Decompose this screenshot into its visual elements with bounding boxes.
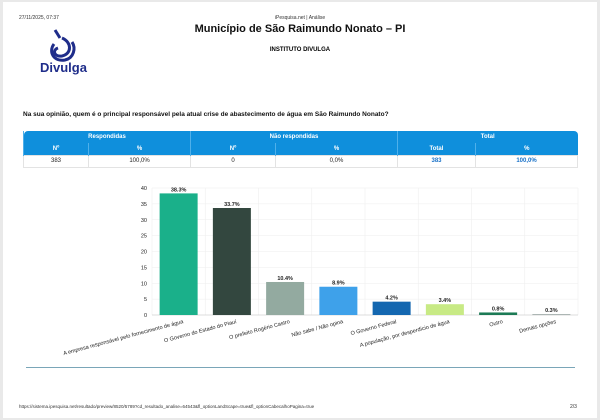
- bar: [319, 286, 358, 315]
- page-title: Município de São Raimundo Nonato – PI: [194, 23, 406, 35]
- divider: [26, 367, 575, 368]
- x-tick-label: O prefeito Rogério Castro: [229, 319, 291, 341]
- y-tick-label: 0: [144, 313, 147, 319]
- x-tick-label: Demais opções: [519, 319, 557, 335]
- summary-table: Respondidas Não respondidas Total Nº% Nº% To…: [23, 131, 578, 168]
- cell: 383: [23, 154, 89, 168]
- x-tick-label: A população, por desperdício de água: [359, 319, 451, 349]
- col-header: %: [275, 143, 398, 155]
- question: Na sua opinião, quem é o principal respo…: [23, 111, 389, 118]
- data-label: 38.3%: [171, 187, 187, 193]
- col-header: %: [88, 143, 191, 155]
- data-label: 10.4%: [277, 276, 293, 282]
- y-tick-label: 30: [141, 218, 147, 224]
- y-tick-label: 40: [141, 186, 147, 192]
- col-header: Total: [397, 143, 476, 155]
- col-header: Nº: [23, 143, 89, 155]
- y-tick-label: 15: [141, 265, 147, 271]
- footer-url: https://sistema.ipesquisa.net/resultado/…: [19, 404, 315, 409]
- logo-text: Divulga: [40, 60, 87, 75]
- subtitle: INSTITUTO DIVULGA: [269, 47, 331, 53]
- bar: [212, 208, 251, 315]
- group-nao-respondidas: Não respondidas: [190, 131, 398, 143]
- y-tick-label: 20: [141, 250, 147, 256]
- cell: 100,0%: [475, 154, 578, 168]
- data-label: 33.7%: [224, 202, 240, 208]
- data-label: 0.3%: [545, 308, 558, 314]
- y-tick-label: 25: [141, 234, 147, 240]
- bar: [425, 304, 464, 315]
- y-tick-label: 10: [141, 281, 147, 287]
- bar: [159, 193, 198, 315]
- data-label: 3.4%: [439, 298, 452, 304]
- bar: [372, 301, 411, 315]
- col-header: Nº: [190, 143, 276, 155]
- data-label: 8.9%: [332, 281, 345, 287]
- cell: 383: [397, 154, 476, 168]
- x-tick-label: Outro: [489, 319, 504, 328]
- group-total: Total: [397, 131, 578, 143]
- bar: [479, 312, 518, 315]
- col-header: %: [475, 143, 578, 155]
- table-row: 383 100,0% 0 0,0% 383 100,0%: [23, 154, 578, 168]
- logo: Divulga: [38, 26, 98, 78]
- y-tick-label: 35: [141, 202, 147, 208]
- logo-icon: [50, 29, 76, 62]
- page-number: 2/3: [570, 404, 577, 410]
- bar: [266, 281, 305, 315]
- report-page: [3, 2, 597, 418]
- data-label: 4.2%: [385, 296, 398, 302]
- datetime: 27/11/2025, 07:37: [19, 15, 59, 21]
- y-tick-label: 5: [144, 297, 147, 303]
- x-tick-label: Não sabe / Não opina: [291, 319, 345, 339]
- group-respondidas: Respondidas: [23, 131, 191, 143]
- data-label: 0.8%: [492, 306, 505, 312]
- source: iPesquisa.net | Análise: [274, 15, 326, 21]
- bar: [532, 314, 571, 316]
